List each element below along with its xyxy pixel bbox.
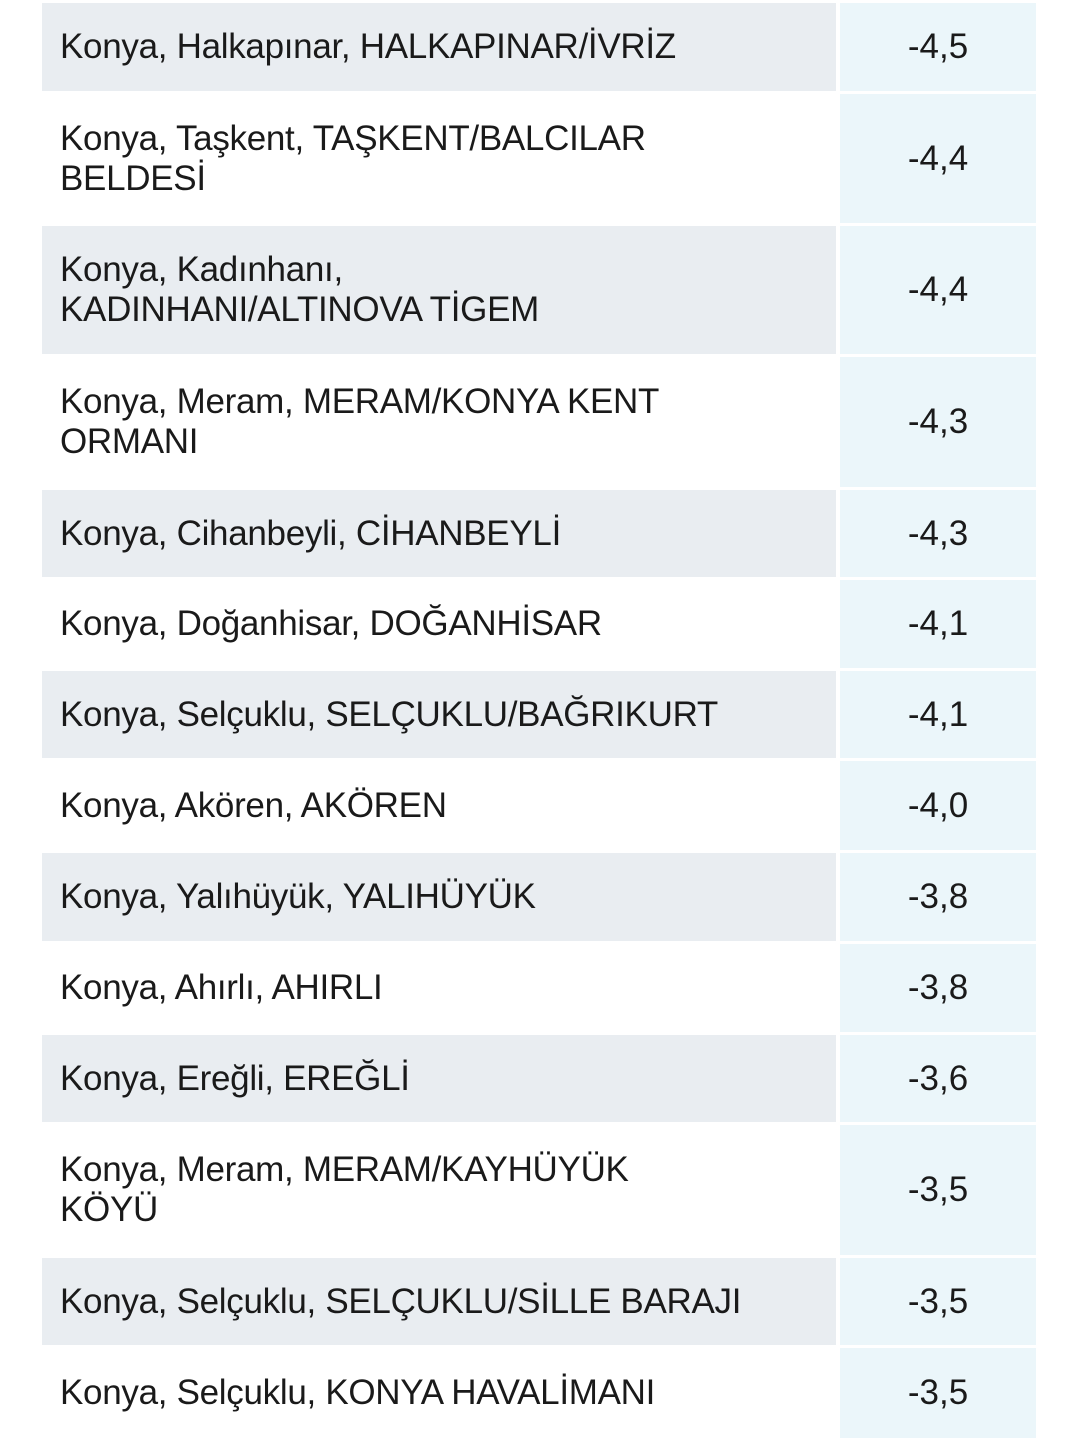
temperature-value: -4,0 bbox=[840, 761, 1036, 850]
table-row: Konya, Taşkent, TAŞKENT/BALCILAR BELDESİ… bbox=[42, 94, 1036, 223]
station-name: Konya, Akören, AKÖREN bbox=[42, 761, 836, 850]
station-name: Konya, Meram, MERAM/KONYA KENT ORMANI bbox=[42, 357, 836, 487]
station-name: Konya, Doğanhisar, DOĞANHİSAR bbox=[42, 580, 836, 668]
table-row: Konya, Selçuklu, KONYA HAVALİMANI -3,5 bbox=[42, 1348, 1036, 1438]
table-row: Konya, Kadınhanı, KADINHANI/ALTINOVA TİG… bbox=[42, 226, 1036, 354]
table-row: Konya, Meram, MERAM/KAYHÜYÜK KÖYÜ -3,5 bbox=[42, 1125, 1036, 1255]
table-row: Konya, Doğanhisar, DOĞANHİSAR -4,1 bbox=[42, 580, 1036, 668]
station-name: Konya, Ahırlı, AHIRLI bbox=[42, 944, 836, 1032]
station-name: Konya, Selçuklu, SELÇUKLU/SİLLE BARAJI bbox=[42, 1258, 836, 1345]
station-name: Konya, Selçuklu, KONYA HAVALİMANI bbox=[42, 1348, 836, 1438]
station-name: Konya, Yalıhüyük, YALIHÜYÜK bbox=[42, 853, 836, 941]
table-row: Konya, Cihanbeyli, CİHANBEYLİ -4,3 bbox=[42, 490, 1036, 577]
table-row: Konya, Ereğli, EREĞLİ -3,6 bbox=[42, 1035, 1036, 1122]
table-row: Konya, Halkapınar, HALKAPINAR/İVRİZ -4,5 bbox=[42, 3, 1036, 91]
temperature-value: -3,5 bbox=[840, 1125, 1036, 1255]
temperature-value: -4,4 bbox=[840, 226, 1036, 354]
table-row: Konya, Meram, MERAM/KONYA KENT ORMANI -4,… bbox=[42, 357, 1036, 487]
station-name: Konya, Taşkent, TAŞKENT/BALCILAR BELDESİ bbox=[42, 94, 836, 223]
station-name: Konya, Meram, MERAM/KAYHÜYÜK KÖYÜ bbox=[42, 1125, 836, 1255]
temperature-value: -3,8 bbox=[840, 853, 1036, 941]
temperature-value: -4,4 bbox=[840, 94, 1036, 223]
station-name: Konya, Kadınhanı, KADINHANI/ALTINOVA TİG… bbox=[42, 226, 836, 354]
temperature-value: -3,5 bbox=[840, 1348, 1036, 1438]
temperature-value: -4,3 bbox=[840, 357, 1036, 487]
table-row: Konya, Ahırlı, AHIRLI -3,8 bbox=[42, 944, 1036, 1032]
station-name: Konya, Ereğli, EREĞLİ bbox=[42, 1035, 836, 1122]
temperature-value: -4,5 bbox=[840, 3, 1036, 91]
temperature-value: -4,1 bbox=[840, 580, 1036, 668]
table-row: Konya, Selçuklu, SELÇUKLU/BAĞRIKURT -4,1 bbox=[42, 671, 1036, 758]
temperature-value: -4,3 bbox=[840, 490, 1036, 577]
station-name: Konya, Halkapınar, HALKAPINAR/İVRİZ bbox=[42, 3, 836, 91]
temperature-value: -4,1 bbox=[840, 671, 1036, 758]
temperature-value: -3,8 bbox=[840, 944, 1036, 1032]
table-row: Konya, Yalıhüyük, YALIHÜYÜK -3,8 bbox=[42, 853, 1036, 941]
temperature-value: -3,5 bbox=[840, 1258, 1036, 1345]
table-row: Konya, Akören, AKÖREN -4,0 bbox=[42, 761, 1036, 850]
table-row: Konya, Selçuklu, SELÇUKLU/SİLLE BARAJI -3… bbox=[42, 1258, 1036, 1345]
station-name: Konya, Selçuklu, SELÇUKLU/BAĞRIKURT bbox=[42, 671, 836, 758]
station-name: Konya, Cihanbeyli, CİHANBEYLİ bbox=[42, 490, 836, 577]
temperature-value: -3,6 bbox=[840, 1035, 1036, 1122]
temperature-table: Konya, Halkapınar, HALKAPINAR/İVRİZ -4,5 K… bbox=[42, 3, 1036, 1441]
